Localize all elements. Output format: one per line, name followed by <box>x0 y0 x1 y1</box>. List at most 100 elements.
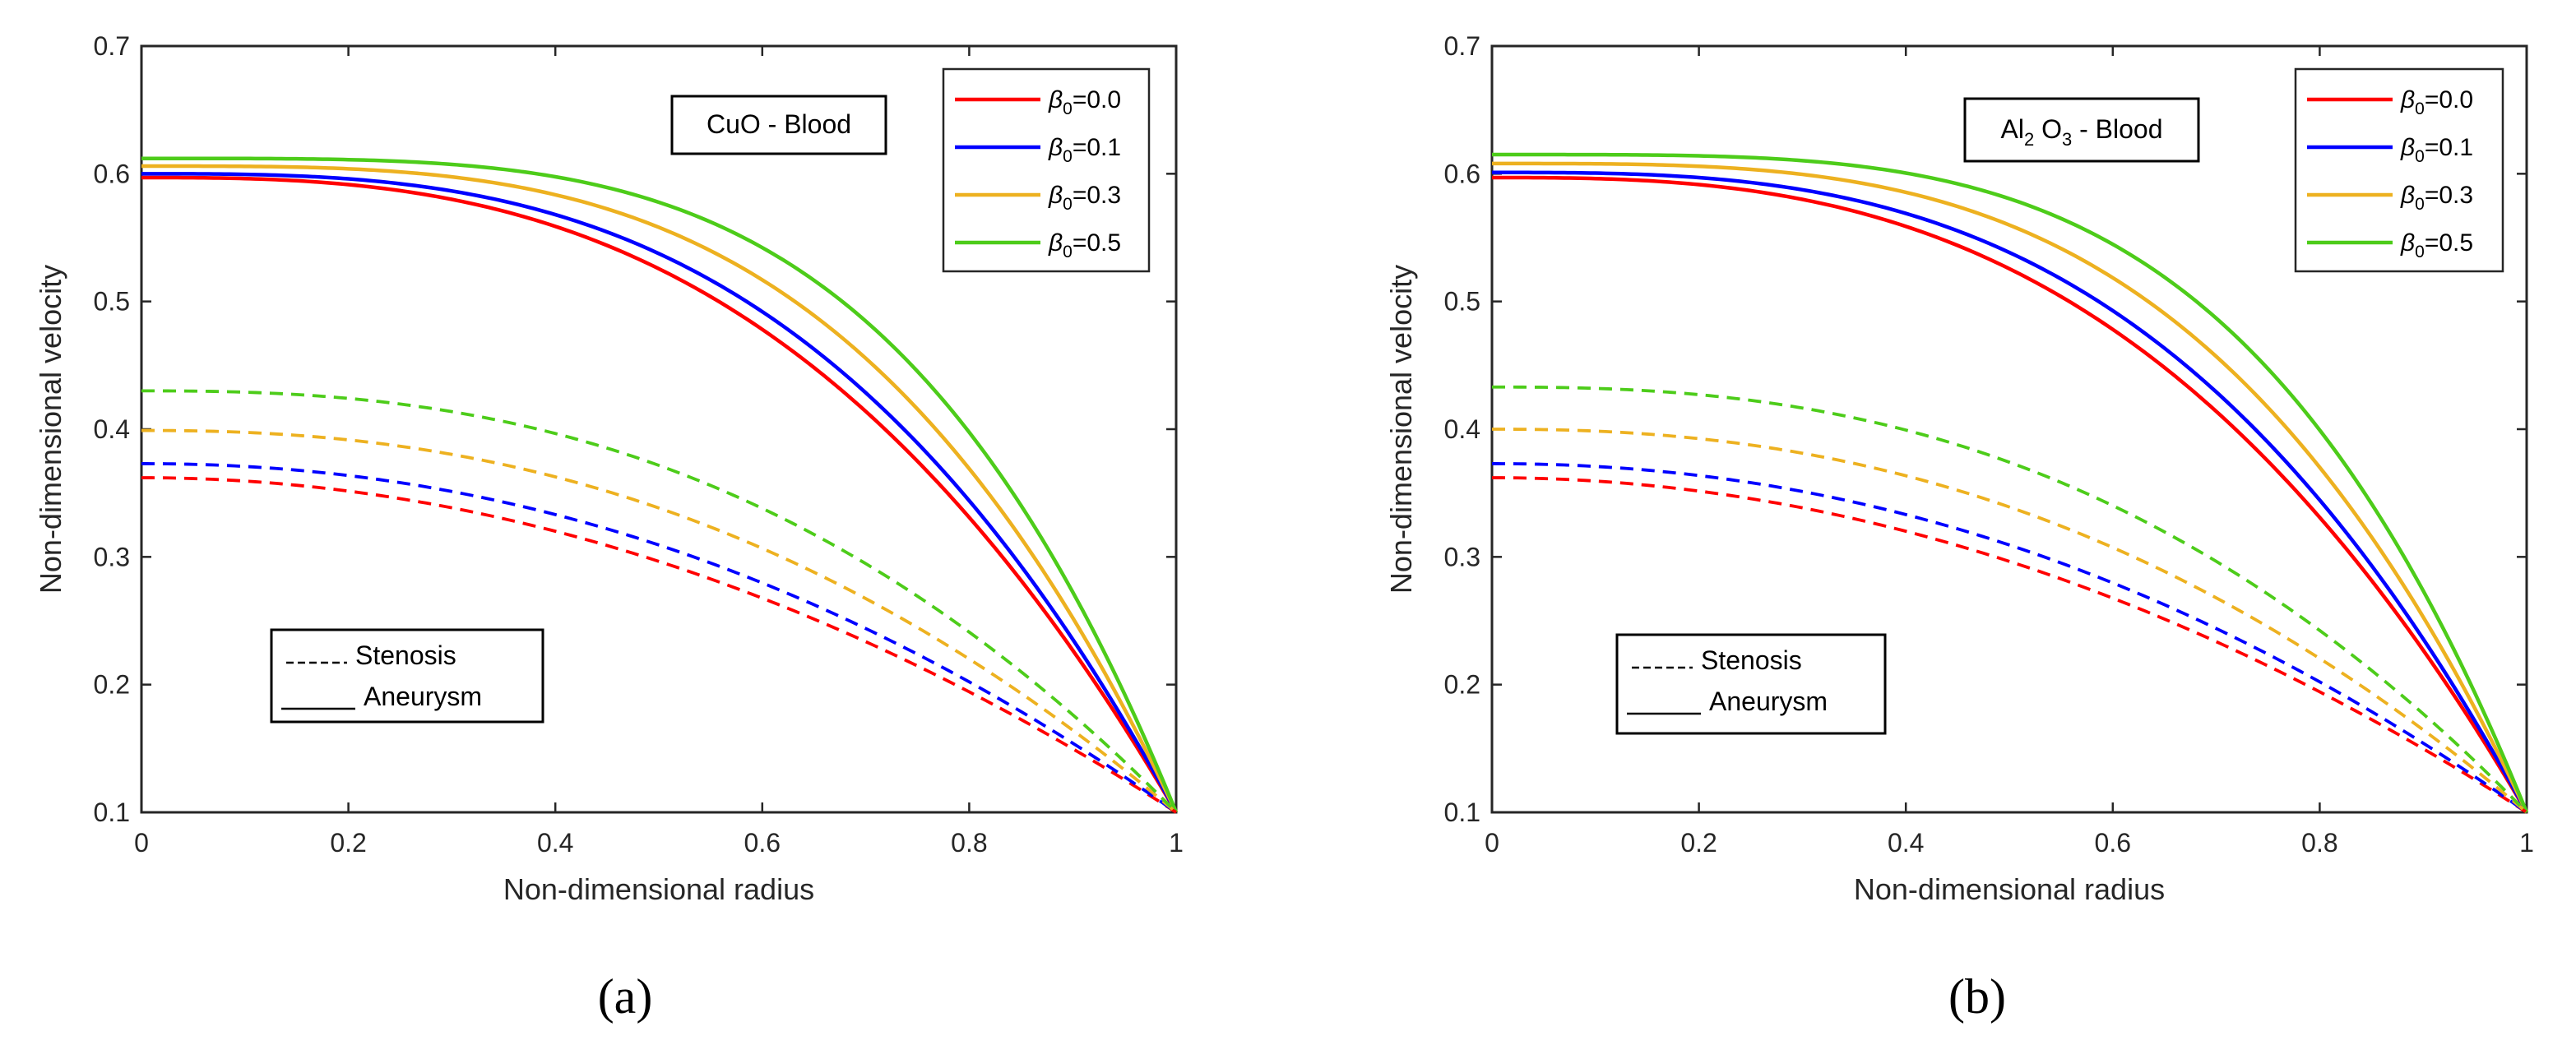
legend-entry-label: β0=0.3 <box>2400 182 2473 214</box>
chart-panel-b: 0 0.2 0.4 0.6 0.8 1 0.1 0.2 0.3 0.4 0.5 0.6 0.7 Non-d… <box>1384 31 2534 1024</box>
legend-value: =0.3 <box>2425 182 2473 209</box>
annotation-text: Al <box>2000 114 2023 144</box>
y-tick-label: 0.5 <box>94 287 130 317</box>
material-annotation-box <box>1963 97 2200 163</box>
legend-subscript: 0 <box>1063 195 1073 214</box>
legend-value: =0.1 <box>2425 134 2473 161</box>
y-axis-label: Non-dimensional velocity <box>34 265 67 594</box>
x-tick-label: 0.4 <box>1888 828 1924 858</box>
legend-subscript: 0 <box>2415 99 2425 118</box>
legend-entry-label: β0=0.1 <box>1048 134 1121 166</box>
series-line-6 <box>1492 428 2528 814</box>
y-tick-label: 0.4 <box>1444 414 1480 444</box>
legend-symbol: β <box>1048 182 1063 209</box>
legend-entry-label: β0=0.0 <box>2400 86 2473 118</box>
legend-entry-label: β0=0.0 <box>1048 86 1121 118</box>
y-tick-label: 0.2 <box>1444 670 1480 700</box>
legend-value: =0.1 <box>1073 134 1121 161</box>
x-tick-label: 0.4 <box>537 828 573 858</box>
legend-symbol: β <box>2400 134 2415 161</box>
x-tick-label: 1 <box>1169 828 1184 858</box>
material-annotation: CuO - Blood <box>707 109 851 139</box>
x-tick-label: 0.8 <box>951 828 987 858</box>
x-axis-label: Non-dimensional radius <box>503 872 814 906</box>
series-line-5 <box>141 462 1178 814</box>
y-axis-label: Non-dimensional velocity <box>1384 265 1418 594</box>
x-tick-label: 0.2 <box>330 828 366 858</box>
annotation-subscript: 3 <box>2062 129 2072 150</box>
legend-entry-label: β0=0.3 <box>1048 182 1121 214</box>
line-style-legend-box <box>270 628 544 724</box>
legend-subscript: 0 <box>2415 243 2425 261</box>
legend-symbol: β <box>1048 134 1063 161</box>
x-tick-label: 0 <box>1485 828 1499 858</box>
y-tick-label: 0.5 <box>1444 287 1480 317</box>
y-tick-label: 0.7 <box>1444 31 1480 61</box>
legend-value: =0.0 <box>2425 86 2473 113</box>
x-tick-label: 0.2 <box>1680 828 1717 858</box>
series-line-2 <box>141 164 1179 813</box>
legend-symbol: β <box>1048 86 1063 113</box>
series-line-3 <box>141 156 1179 813</box>
series-line-4 <box>141 476 1178 814</box>
annotation-text: O <box>2034 114 2062 144</box>
legend-entry-label: β0=0.5 <box>1048 229 1121 261</box>
y-tick-label: 0.1 <box>1444 798 1480 827</box>
legend-value: =0.5 <box>1073 229 1121 257</box>
legend-value: =0.0 <box>1073 86 1121 113</box>
y-tick-label: 0.4 <box>94 414 130 444</box>
panel-caption: (a) <box>598 969 653 1024</box>
series-line-1 <box>1492 170 2528 814</box>
line-style-legend-box <box>1615 633 1887 735</box>
y-tick-label: 0.3 <box>1444 542 1480 571</box>
stenosis-label: Stenosis <box>355 640 456 670</box>
annotation-text: CuO - Blood <box>707 109 851 139</box>
material-annotation-box <box>670 95 887 155</box>
chart-panel-a: 0 0.2 0.4 0.6 0.8 1 0.1 0.2 0.3 0.4 0.5 0.6 0.7 Non-d… <box>34 31 1184 1024</box>
legend-symbol: β <box>2400 182 2415 209</box>
legend-subscript: 0 <box>2415 195 2425 214</box>
legend-value: =0.3 <box>1073 182 1121 209</box>
legend-box <box>2294 67 2504 273</box>
annotation-subscript: 2 <box>2024 129 2034 150</box>
x-tick-label: 0.6 <box>744 828 781 858</box>
x-tick-label: 0.6 <box>2095 828 2131 858</box>
y-tick-label: 0.6 <box>1444 159 1480 188</box>
legend-subscript: 0 <box>1063 243 1073 261</box>
series-line-0 <box>1492 175 2528 814</box>
series-line-0 <box>141 175 1178 814</box>
x-tick-label: 0 <box>134 828 149 858</box>
series-line-6 <box>141 428 1178 814</box>
aneurysm-label: Aneurysm <box>364 682 482 711</box>
series-line-1 <box>141 172 1178 814</box>
series-line-3 <box>1492 152 2529 813</box>
y-tick-label: 0.7 <box>94 31 130 61</box>
series-line-5 <box>1491 462 2528 814</box>
annotation-text: - Blood <box>2072 114 2162 144</box>
legend-symbol: β <box>2400 229 2415 257</box>
series-line-4 <box>1491 476 2528 814</box>
legend-box <box>942 67 1151 273</box>
material-annotation: Al2 O3 - Blood <box>2000 114 2162 150</box>
y-tick-label: 0.6 <box>94 159 130 188</box>
stenosis-label: Stenosis <box>1701 645 1802 675</box>
legend-subscript: 0 <box>2415 147 2425 166</box>
legend-symbol: β <box>2400 86 2415 113</box>
y-tick-label: 0.2 <box>94 670 130 700</box>
series-line-7 <box>141 389 1178 814</box>
legend-subscript: 0 <box>1063 99 1073 118</box>
series-line-7 <box>1492 385 2528 814</box>
x-axis-label: Non-dimensional radius <box>1854 872 2165 906</box>
aneurysm-label: Aneurysm <box>1709 687 1828 716</box>
legend-entry-label: β0=0.5 <box>2400 229 2473 261</box>
series-line-2 <box>1492 161 2529 813</box>
y-tick-label: 0.3 <box>94 542 130 571</box>
panel-caption: (b) <box>1948 969 2006 1024</box>
legend-symbol: β <box>1048 229 1063 257</box>
legend-subscript: 0 <box>1063 147 1073 166</box>
y-tick-label: 0.1 <box>94 798 130 827</box>
x-tick-label: 0.8 <box>2301 828 2337 858</box>
legend-value: =0.5 <box>2425 229 2473 257</box>
legend-entry-label: β0=0.1 <box>2400 134 2473 166</box>
